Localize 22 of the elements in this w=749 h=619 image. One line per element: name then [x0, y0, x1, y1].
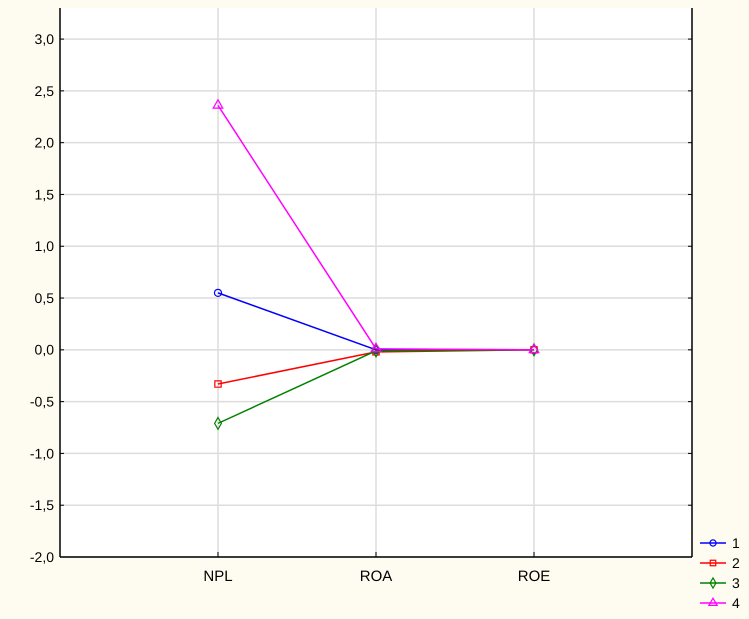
y-tick-label: 1,0: [34, 238, 54, 254]
legend-label: 4: [732, 594, 740, 611]
y-tick-label: -1,5: [30, 497, 54, 514]
point: [370, 342, 382, 352]
legend-label: 2: [732, 554, 740, 571]
legend-label: 1: [732, 534, 740, 551]
y-tick-label: 0,0: [34, 342, 54, 358]
y-tick-label: 2,0: [34, 134, 54, 151]
legend-label: 3: [732, 574, 740, 591]
y-tick-label: -1,0: [30, 445, 54, 462]
y-tick-label: 0,5: [34, 290, 54, 306]
y-tick-label: -0,5: [30, 394, 54, 410]
x-tick-label: NPL: [203, 568, 233, 585]
point: [212, 99, 224, 109]
y-tick-label: -2,0: [30, 548, 54, 565]
point: [214, 380, 222, 388]
point: [214, 288, 222, 298]
y-tick-label: 3,0: [34, 30, 54, 47]
y-tick-label: 2,5: [34, 82, 54, 99]
x-tick-label: ROE: [518, 568, 550, 585]
x-tick-label: ROA: [360, 568, 392, 585]
y-tick-label: 1,5: [34, 186, 54, 202]
